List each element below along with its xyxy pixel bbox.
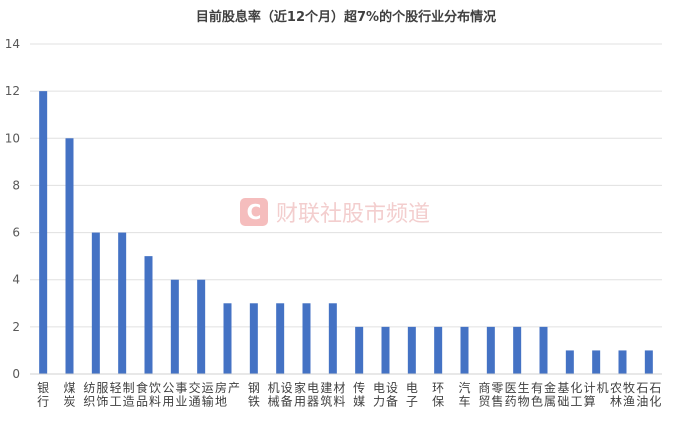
x-tick-label: 纺织服饰 — [83, 381, 108, 409]
x-tick-label: 医药生物 — [505, 381, 530, 409]
x-tick-label: 家用电器 — [294, 380, 319, 409]
x-tick-label: 轻工制造 — [110, 381, 135, 409]
bar-农林牧渔 — [618, 350, 627, 374]
bar-轻工制造 — [118, 232, 127, 374]
x-tick-label: 公用事业 — [162, 381, 187, 409]
x-tick-label: 计算机 — [584, 381, 609, 409]
x-tick-label: 环保 — [432, 381, 444, 409]
watermark-logo-icon — [240, 198, 268, 226]
bar-计算机 — [592, 350, 601, 374]
grid-lines — [30, 43, 662, 328]
x-tick-label: 交通运输 — [189, 380, 214, 409]
bar-交通运输 — [197, 279, 206, 374]
x-tick-label: 商贸零售 — [478, 380, 503, 409]
y-tick-label: 2 — [12, 320, 20, 334]
bar-食品饮料 — [144, 256, 153, 374]
bar-传媒 — [355, 326, 364, 374]
bar-房地产 — [223, 303, 232, 374]
bar-机械设备 — [276, 303, 285, 374]
watermark: C 财联社股市频道 — [240, 198, 430, 227]
x-tick-label: 有色金属 — [531, 380, 556, 409]
bar-基础化工 — [565, 350, 574, 374]
x-tick-label: 基础化工 — [557, 381, 582, 409]
bar-环保 — [434, 326, 443, 374]
bar-公用事业 — [170, 279, 179, 374]
x-tick-label: 农林牧渔 — [610, 381, 635, 409]
y-axis-ticks: 0 2 4 6 8 10 12 14 — [5, 37, 20, 381]
x-tick-label: 电力设备 — [373, 381, 398, 409]
x-tick-label: 电子 — [406, 381, 418, 409]
y-tick-label: 0 — [12, 367, 20, 381]
bar-纺织服饰 — [91, 232, 100, 374]
x-tick-label: 汽车 — [458, 380, 470, 409]
bars — [39, 91, 653, 375]
bar-电子 — [407, 326, 416, 374]
chart-title: 目前股息率（近12个月）超7%的个股行业分布情况 — [196, 9, 496, 25]
y-tick-label: 12 — [5, 84, 20, 98]
bar-家用电器 — [302, 303, 311, 374]
bar-煤炭 — [65, 138, 74, 374]
y-tick-label: 8 — [12, 178, 20, 192]
y-tick-label: 14 — [5, 37, 20, 51]
bar-商贸零售 — [486, 326, 495, 374]
x-tick-label: 煤炭 — [63, 381, 75, 409]
bar-建筑材料 — [328, 303, 337, 374]
x-tick-label: 机械设备 — [268, 381, 293, 409]
bar-汽车 — [460, 326, 469, 374]
watermark-logo-letter: C — [247, 200, 262, 224]
watermark-text: 财联社股市频道 — [276, 202, 430, 227]
x-tick-label: 钢铁 — [248, 381, 260, 409]
bar-石油石化 — [644, 350, 653, 374]
bar-银行 — [39, 91, 48, 375]
x-tick-label: 银行 — [37, 381, 49, 409]
bar-医药生物 — [513, 326, 522, 374]
x-tick-label: 食品饮料 — [136, 380, 161, 409]
bar-电力设备 — [381, 326, 390, 374]
bar-有色金属 — [539, 326, 548, 374]
bar-钢铁 — [249, 303, 258, 374]
x-tick-label: 建筑材料 — [320, 381, 345, 409]
y-tick-label: 10 — [5, 131, 20, 145]
y-tick-label: 4 — [12, 273, 20, 287]
y-tick-label: 6 — [12, 226, 20, 240]
x-tick-label: 传媒 — [353, 380, 365, 409]
x-tick-label: 石油石化 — [636, 381, 661, 409]
x-tick-label: 房地产 — [215, 380, 240, 409]
